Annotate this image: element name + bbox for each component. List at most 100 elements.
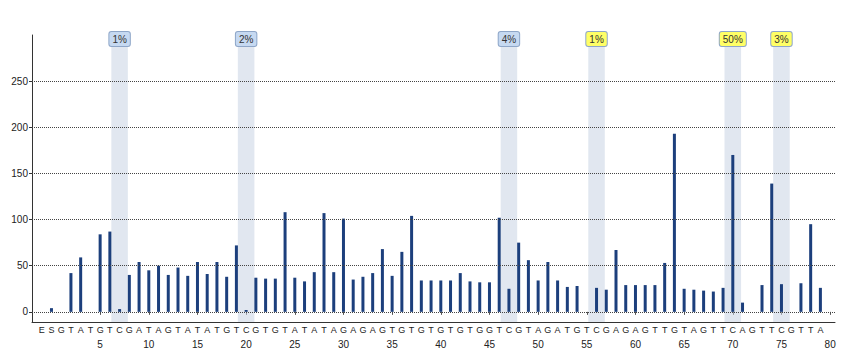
svg-text:T: T xyxy=(496,325,502,335)
svg-text:G: G xyxy=(457,325,464,335)
svg-text:T: T xyxy=(389,325,395,335)
svg-text:T: T xyxy=(68,325,74,335)
svg-text:C: C xyxy=(778,325,785,335)
svg-text:A: A xyxy=(817,325,823,335)
svg-text:A: A xyxy=(204,325,210,335)
svg-text:T: T xyxy=(448,325,454,335)
svg-text:A: A xyxy=(292,325,298,335)
svg-text:50: 50 xyxy=(17,260,29,271)
svg-text:75: 75 xyxy=(776,339,788,350)
svg-text:C: C xyxy=(116,325,123,335)
svg-text:T: T xyxy=(263,325,269,335)
svg-text:G: G xyxy=(544,325,551,335)
svg-text:T: T xyxy=(681,325,687,335)
svg-text:C: C xyxy=(593,325,600,335)
svg-text:G: G xyxy=(223,325,230,335)
svg-text:T: T xyxy=(467,325,473,335)
svg-text:G: G xyxy=(749,325,756,335)
svg-text:4%: 4% xyxy=(502,34,517,45)
svg-text:2%: 2% xyxy=(239,34,254,45)
svg-text:T: T xyxy=(769,325,775,335)
svg-text:5: 5 xyxy=(97,339,103,350)
svg-text:A: A xyxy=(555,325,561,335)
svg-text:A: A xyxy=(78,325,84,335)
svg-text:A: A xyxy=(613,325,619,335)
svg-text:T: T xyxy=(565,325,571,335)
svg-text:G: G xyxy=(574,325,581,335)
svg-text:10: 10 xyxy=(143,339,155,350)
svg-text:E: E xyxy=(39,325,45,335)
svg-text:3%: 3% xyxy=(774,34,789,45)
svg-text:35: 35 xyxy=(387,339,399,350)
svg-text:G: G xyxy=(126,325,133,335)
svg-text:T: T xyxy=(584,325,590,335)
svg-text:G: G xyxy=(58,325,65,335)
svg-text:G: G xyxy=(476,325,483,335)
svg-text:G: G xyxy=(671,325,678,335)
svg-text:1%: 1% xyxy=(589,34,604,45)
svg-text:G: G xyxy=(418,325,425,335)
svg-text:1%: 1% xyxy=(112,34,127,45)
svg-text:G: G xyxy=(515,325,522,335)
svg-text:T: T xyxy=(107,325,113,335)
svg-text:60: 60 xyxy=(630,339,642,350)
svg-text:G: G xyxy=(272,325,279,335)
svg-text:0: 0 xyxy=(22,306,28,317)
svg-text:G: G xyxy=(379,325,386,335)
svg-text:50: 50 xyxy=(533,339,545,350)
svg-text:G: G xyxy=(165,325,172,335)
svg-text:200: 200 xyxy=(11,122,28,133)
svg-text:T: T xyxy=(759,325,765,335)
svg-text:T: T xyxy=(195,325,201,335)
svg-text:55: 55 xyxy=(581,339,593,350)
svg-text:T: T xyxy=(175,325,181,335)
svg-text:G: G xyxy=(486,325,493,335)
svg-text:C: C xyxy=(243,325,250,335)
svg-text:G: G xyxy=(437,325,444,335)
svg-text:50%: 50% xyxy=(723,34,743,45)
svg-text:G: G xyxy=(622,325,629,335)
svg-text:T: T xyxy=(302,325,308,335)
svg-text:T: T xyxy=(282,325,288,335)
svg-text:T: T xyxy=(88,325,94,335)
svg-text:G: G xyxy=(603,325,610,335)
svg-text:T: T xyxy=(798,325,804,335)
svg-text:A: A xyxy=(740,325,746,335)
svg-text:G: G xyxy=(252,325,259,335)
svg-text:G: G xyxy=(398,325,405,335)
svg-text:T: T xyxy=(526,325,532,335)
svg-text:T: T xyxy=(720,325,726,335)
svg-text:A: A xyxy=(535,325,541,335)
svg-text:S: S xyxy=(48,325,54,335)
svg-text:T: T xyxy=(234,325,240,335)
svg-text:T: T xyxy=(652,325,658,335)
svg-text:T: T xyxy=(409,325,415,335)
svg-text:C: C xyxy=(506,325,513,335)
svg-text:T: T xyxy=(711,325,717,335)
svg-text:G: G xyxy=(97,325,104,335)
svg-text:A: A xyxy=(691,325,697,335)
svg-text:250: 250 xyxy=(11,76,28,87)
svg-text:T: T xyxy=(214,325,220,335)
svg-text:A: A xyxy=(311,325,317,335)
svg-text:20: 20 xyxy=(241,339,253,350)
svg-text:A: A xyxy=(185,325,191,335)
svg-text:G: G xyxy=(340,325,347,335)
svg-text:T: T xyxy=(428,325,434,335)
svg-text:A: A xyxy=(370,325,376,335)
svg-text:A: A xyxy=(136,325,142,335)
svg-text:45: 45 xyxy=(484,339,496,350)
svg-text:G: G xyxy=(359,325,366,335)
svg-text:80: 80 xyxy=(825,339,837,350)
svg-text:A: A xyxy=(350,325,356,335)
svg-text:T: T xyxy=(146,325,152,335)
svg-text:65: 65 xyxy=(679,339,691,350)
svg-text:C: C xyxy=(730,325,737,335)
svg-text:40: 40 xyxy=(435,339,447,350)
svg-text:G: G xyxy=(788,325,795,335)
svg-text:15: 15 xyxy=(192,339,204,350)
svg-text:150: 150 xyxy=(11,168,28,179)
svg-text:A: A xyxy=(632,325,638,335)
svg-text:30: 30 xyxy=(338,339,350,350)
svg-text:70: 70 xyxy=(727,339,739,350)
